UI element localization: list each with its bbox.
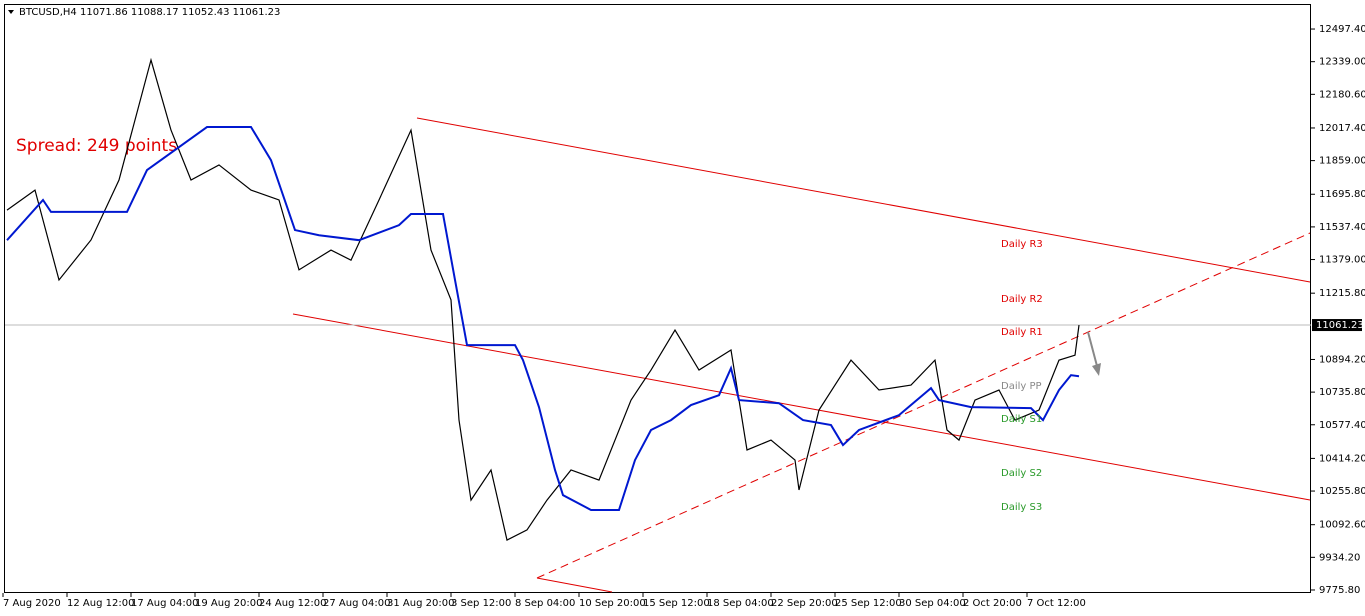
y-tick-label: 10735.80	[1319, 387, 1365, 398]
pivot-label: Daily R1	[1001, 327, 1043, 338]
y-tick-label: 10255.80	[1319, 486, 1365, 497]
pivot-label: Daily PP	[1001, 381, 1042, 392]
pivot-label: Daily S1	[1001, 414, 1042, 425]
x-tick-label: 17 Aug 04:00	[131, 598, 198, 609]
chart-content: 12497.40 12339.00 12180.60 12017.40 11859.00…	[2, 24, 1365, 609]
y-tick-label: 11215.80	[1319, 288, 1365, 299]
y-tick-label: 11379.00	[1319, 255, 1365, 266]
current-price-box	[1312, 319, 1362, 332]
x-tick-label: 18 Sep 04:00	[707, 598, 774, 609]
x-tick-label: 30 Sep 04:00	[899, 598, 966, 609]
y-tick-label: 10414.20	[1319, 453, 1365, 464]
price-line	[6, 57, 1080, 541]
pivot-label: Daily S2	[1001, 468, 1042, 479]
pivot-label: Daily S3	[1001, 502, 1042, 513]
x-tick-label: 24 Aug 12:00	[259, 598, 326, 609]
price-line	[6, 126, 1080, 511]
x-tick-label: 31 Aug 20:00	[387, 598, 454, 609]
x-tick-label: 2 Oct 20:00	[963, 598, 1022, 609]
y-tick-label: 11537.40	[1319, 222, 1365, 233]
x-tick-label: 25 Sep 12:00	[835, 598, 902, 609]
menu-arrow	[8, 10, 14, 14]
x-tick-label: 8 Sep 04:00	[515, 598, 575, 609]
y-tick-label: 11695.80	[1319, 189, 1365, 200]
y-tick-label: 9934.20	[1319, 552, 1360, 563]
plot-frame	[4, 4, 1311, 593]
y-tick-label: 12497.40	[1319, 24, 1365, 35]
y-tick-label: 11859.00	[1319, 156, 1365, 167]
x-tick-label: 3 Sep 12:00	[451, 598, 511, 609]
trend-line	[536, 232, 1311, 579]
x-tick-label: 27 Aug 04:00	[323, 598, 390, 609]
pivot-label: Daily R3	[1001, 239, 1043, 250]
y-tick-label: 12180.60	[1319, 89, 1365, 100]
y-tick-label: 10577.40	[1319, 420, 1365, 431]
channel-lower	[292, 313, 1311, 501]
chart-title: BTCUSD,H4 11071.86 11088.17 11052.43 110…	[19, 7, 280, 18]
trend-segment	[536, 577, 613, 593]
channel-upper	[416, 117, 1311, 283]
y-tick-label: 10894.20	[1319, 354, 1365, 365]
x-tick-label: 12 Aug 12:00	[67, 598, 134, 609]
current-price-label: 11061.23	[1316, 320, 1364, 331]
x-tick-label: 7 Aug 2020	[3, 598, 61, 609]
x-tick-label: 7 Oct 12:00	[1027, 598, 1086, 609]
y-tick-label: 9775.80	[1319, 585, 1360, 596]
spread-text: Spread: 249 points	[16, 136, 177, 156]
y-tick-label: 12017.40	[1319, 123, 1365, 134]
x-tick-label: 15 Sep 12:00	[643, 598, 710, 609]
arrow	[1087, 331, 1098, 367]
x-tick-label: 19 Aug 20:00	[195, 598, 262, 609]
pivot-label: Daily R2	[1001, 294, 1043, 305]
y-tick-label: 10092.60	[1319, 520, 1365, 531]
arrow-head	[1092, 363, 1101, 376]
x-tick-label: 10 Sep 20:00	[579, 598, 646, 609]
x-tick-label: 22 Sep 20:00	[771, 598, 838, 609]
y-tick-label: 12339.00	[1319, 57, 1365, 68]
